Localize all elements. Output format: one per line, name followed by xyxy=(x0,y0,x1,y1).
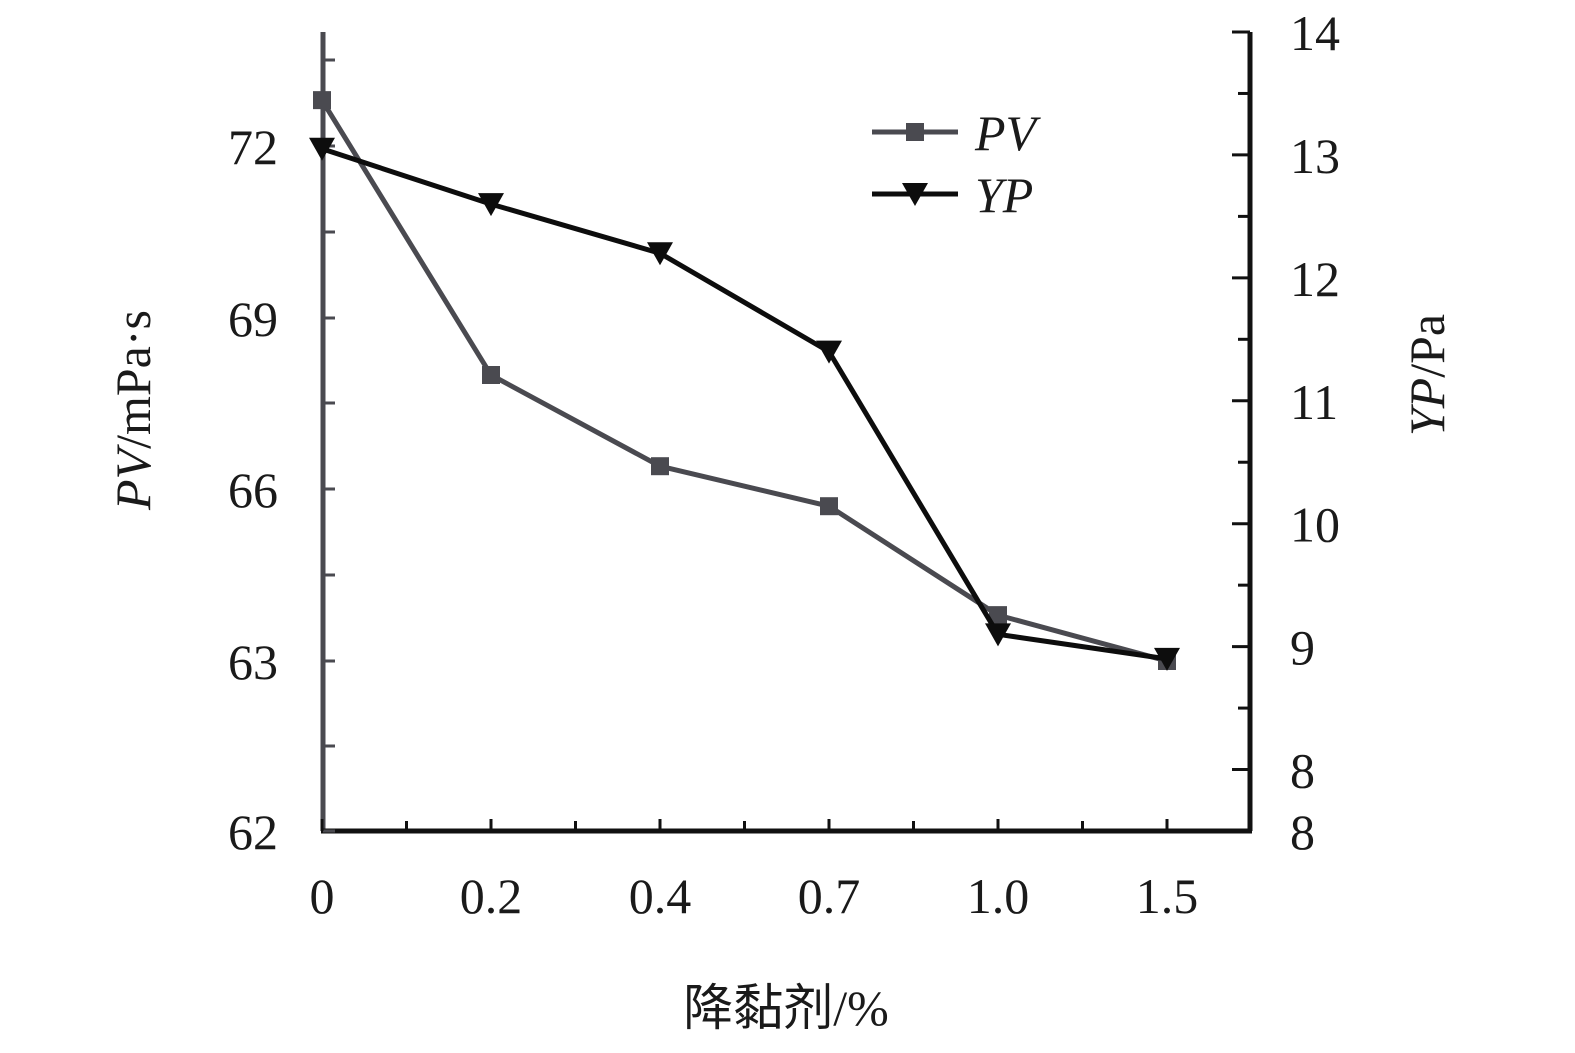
right-axis-tick-label: 8 xyxy=(1290,743,1315,799)
legend-marker-pv xyxy=(906,123,924,141)
x-axis-tick-label: 1.5 xyxy=(1136,868,1199,924)
legend: PV YP xyxy=(872,105,1042,223)
data-point-pv xyxy=(820,497,838,516)
left-axis-tick-label: 66 xyxy=(228,462,278,518)
data-point-pv xyxy=(989,606,1007,625)
data-point-yp xyxy=(1154,647,1180,671)
x-axis-tick-label: 0 xyxy=(310,868,335,924)
axis-titles: 降黏剂/% PV/mPa·s YP/Pa xyxy=(105,310,1455,1036)
right-axis-tick-label: 11 xyxy=(1290,374,1338,430)
left-axis-title-unit: /mPa·s xyxy=(105,310,161,449)
data-point-yp xyxy=(816,340,842,364)
right-axis-tick-label: 10 xyxy=(1290,497,1340,553)
x-axis-tick-label: 0.7 xyxy=(798,868,861,924)
data-point-pv xyxy=(651,457,669,476)
right-axis-tick-label: 9 xyxy=(1290,620,1315,676)
legend-label-yp: YP xyxy=(975,167,1033,223)
legend-label-pv: PV xyxy=(974,105,1042,161)
axes-group: 62 63 66 69 72 88 9 10 11 12 13 14 0 0.2 0.4 0.7 1.0 1.5 xyxy=(228,5,1340,924)
left-axis-title: PV/mPa·s xyxy=(105,310,161,511)
right-axis-title-symbol: YP xyxy=(1399,378,1455,436)
left-axis-tick-label: 63 xyxy=(228,634,278,690)
series-yp xyxy=(309,137,1180,671)
series-pv xyxy=(313,91,1176,670)
legend-item-pv: PV xyxy=(872,105,1042,161)
left-axis-tick-label: 69 xyxy=(228,291,278,347)
series-layer xyxy=(309,91,1180,671)
x-axis-tick-label: 0.2 xyxy=(460,868,523,924)
right-axis-tick-label: 12 xyxy=(1290,251,1340,307)
right-axis-tick-label: 14 xyxy=(1290,5,1340,61)
data-point-yp xyxy=(478,193,504,217)
data-point-pv xyxy=(482,366,500,384)
right-axis-tick-label: 13 xyxy=(1290,128,1340,184)
left-axis-tick-label: 62 xyxy=(228,804,278,860)
right-axis-title-unit: /Pa xyxy=(1399,314,1455,378)
left-axis-title-symbol: PV xyxy=(105,443,161,511)
x-axis-tick-label: 1.0 xyxy=(967,868,1030,924)
right-axis-tick-label: 8 xyxy=(1290,804,1315,860)
legend-marker-yp xyxy=(902,183,928,206)
data-point-yp xyxy=(647,242,673,266)
series-line-pv xyxy=(319,98,1168,664)
legend-item-yp: YP xyxy=(872,167,1033,223)
left-axis-tick-label: 72 xyxy=(228,119,278,175)
x-axis-tick-label: 0.4 xyxy=(629,868,692,924)
series-line-yp xyxy=(321,146,1168,662)
data-point-yp xyxy=(985,623,1011,647)
right-axis-title: YP/Pa xyxy=(1399,314,1455,436)
data-point-pv xyxy=(313,91,331,110)
x-axis-title: 降黏剂/% xyxy=(683,980,889,1036)
data-point-yp xyxy=(309,137,335,161)
